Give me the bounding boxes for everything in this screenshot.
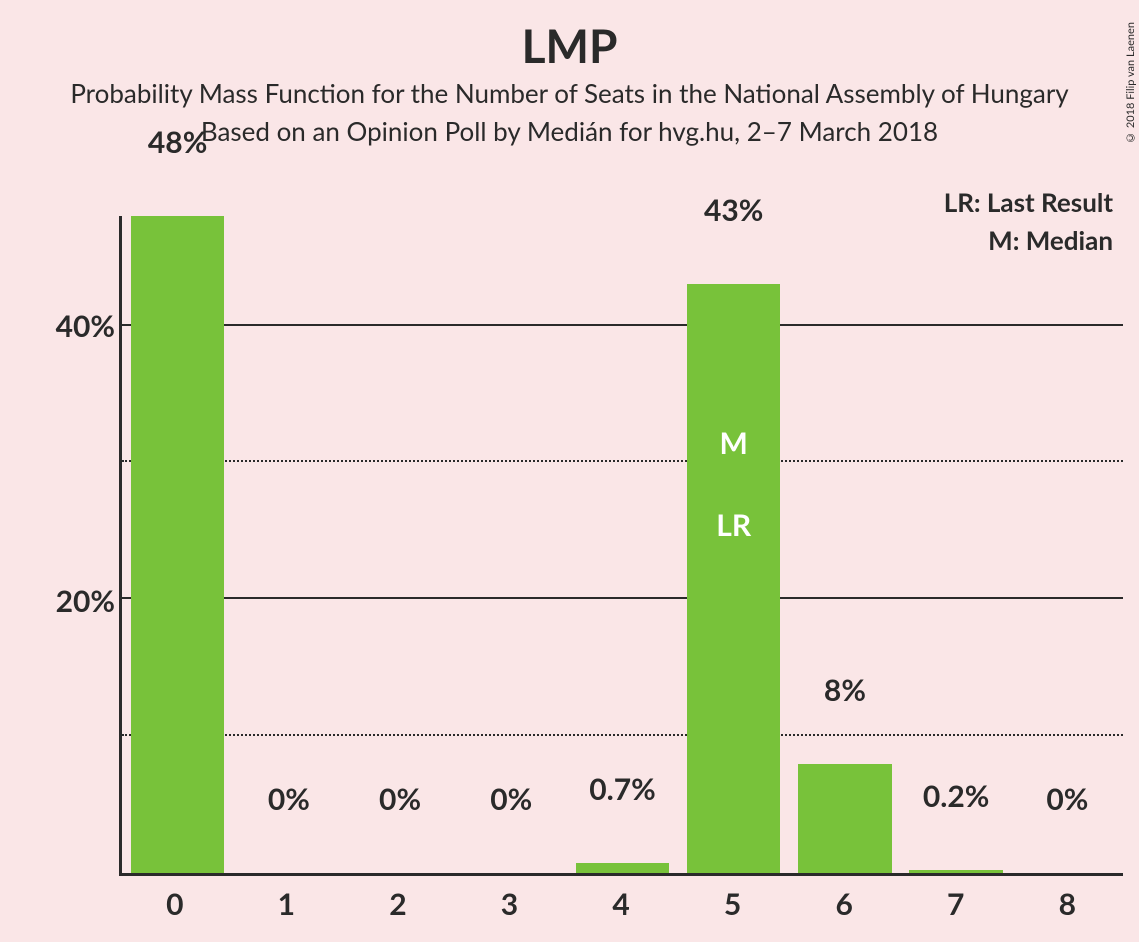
bar	[576, 863, 669, 873]
bar-value-label: 0%	[344, 781, 455, 827]
bar-annotation: LR	[678, 507, 789, 543]
bar-value-label: 0%	[456, 781, 567, 827]
bar-value-label: 0.2%	[901, 778, 1012, 824]
bar-value-label: 0.7%	[567, 771, 678, 817]
bar-cell: 0%	[344, 216, 455, 873]
chart-subtitle-1: Probability Mass Function for the Number…	[0, 77, 1139, 109]
bar-value-label: 0%	[1012, 781, 1123, 827]
bar	[687, 284, 780, 873]
plot-region: 48%0%0%0%0.7%43%MLR8%0.2%0%	[119, 216, 1123, 876]
bar-cell: 43%MLR	[678, 216, 789, 873]
bar-value-label: 0%	[233, 781, 344, 827]
bar-value-label: 43%	[678, 192, 789, 238]
y-axis-label: 20%	[27, 583, 115, 619]
bar-cell: 0.7%	[567, 216, 678, 873]
y-axis-label: 40%	[27, 308, 115, 344]
bar-cell: 0.2%	[901, 216, 1012, 873]
bar-cell: 48%	[122, 216, 233, 873]
bar-cell: 0%	[1012, 216, 1123, 873]
bar	[131, 216, 224, 873]
chart-title: LMP	[0, 18, 1139, 73]
bar-value-label: 8%	[789, 672, 900, 718]
copyright-text: © 2018 Filip van Laenen	[1124, 22, 1137, 144]
bar-cell: 0%	[456, 216, 567, 873]
bar	[798, 764, 891, 874]
bar-annotation: M	[678, 425, 789, 461]
chart-area: LR: Last Result M: Median 48%0%0%0%0.7%4…	[27, 184, 1131, 932]
bar-value-label: 48%	[122, 124, 233, 170]
bar-cell: 0%	[233, 216, 344, 873]
bar-cell: 8%	[789, 216, 900, 873]
bar	[909, 870, 1002, 873]
